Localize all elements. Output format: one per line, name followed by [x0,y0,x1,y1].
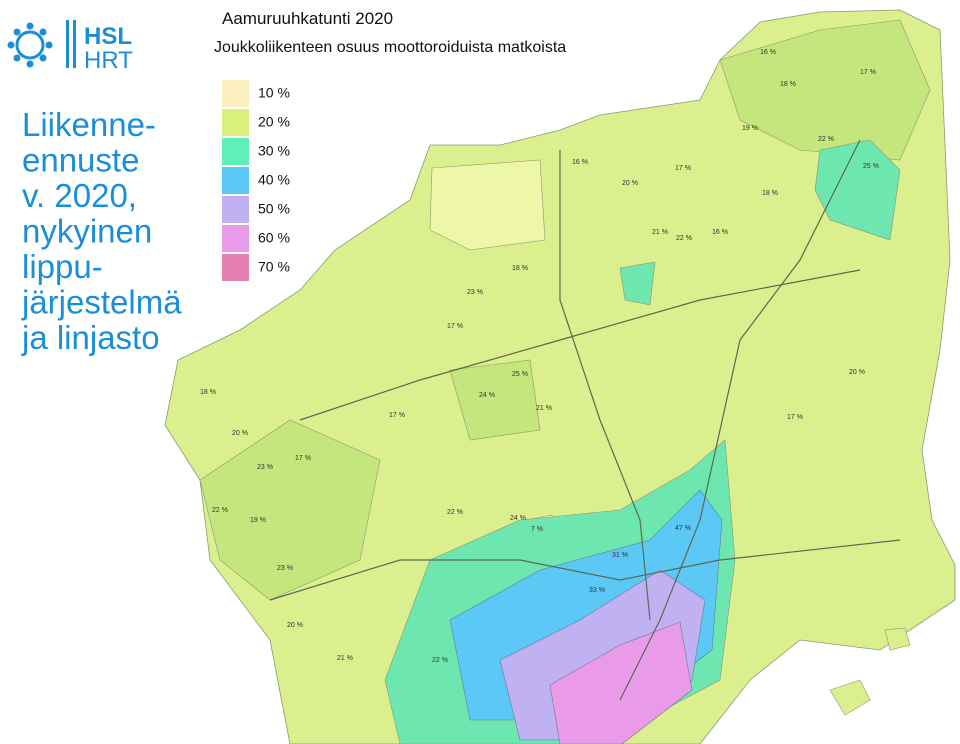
logo-text: HSL [84,23,132,50]
legend-label: 50 % [258,201,290,217]
zone-label: 21 % [536,405,552,412]
zone-label: 16 % [760,49,776,56]
zone-label: 20 % [287,622,303,629]
legend-swatch [222,80,249,107]
heading-line: v. 2020, [22,177,137,214]
logo-icon [15,30,45,60]
legend-swatch [222,167,249,194]
legend-label: 20 % [258,114,290,130]
legend-swatch [222,254,249,281]
map-subtitle: Joukkoliikenteen osuus moottoroiduista m… [214,39,566,56]
zone-label: 24 % [479,392,495,399]
zone [549,621,693,744]
legend-label: 10 % [258,85,290,101]
zone-label: 7 % [531,526,543,533]
legend-swatch [222,138,249,165]
map-title: Aamuruuhkatunti 2020 [222,9,393,28]
island [884,627,911,651]
legend-label: 40 % [258,172,290,188]
zone-label: 24 % [510,515,526,522]
logo-text: HRT [84,47,133,74]
zone-label: 22 % [212,507,228,514]
legend-swatch [222,109,249,136]
zone-label: 20 % [232,430,248,437]
zone [429,159,546,251]
zone [814,139,901,241]
zone-label: 22 % [447,509,463,516]
map-shapes [164,9,956,744]
zone [719,19,931,161]
zone-label: 21 % [337,655,353,662]
zone-label: 33 % [589,587,605,594]
road [619,139,861,701]
zone [619,261,656,306]
island [829,679,871,716]
zone-label: 23 % [257,464,273,471]
zone-label: 19 % [742,125,758,132]
legend-label: 70 % [258,259,290,275]
road [299,269,861,421]
zone-label: 47 % [675,525,691,532]
zone-label: 18 % [780,81,796,88]
zone-label: 31 % [612,552,628,559]
zone-label: 17 % [447,323,463,330]
zone-label: 16 % [712,229,728,236]
road [559,150,651,621]
zone-label: 17 % [860,69,876,76]
heading-line: ennuste [22,142,139,179]
legend-label: 30 % [258,143,290,159]
zone-label: 17 % [295,455,311,462]
heading-line: järjestelmä [21,284,182,321]
road [269,539,901,601]
heading-line: lippu- [22,248,103,285]
zone-label: 18 % [512,265,528,272]
zone-label: 23 % [277,565,293,572]
zone-label: 19 % [250,517,266,524]
zone-label: 22 % [818,136,834,143]
zone-label: 21 % [652,229,668,236]
zone-label: 16 % [572,159,588,166]
zone [449,359,541,441]
zone-label: 25 % [512,371,528,378]
zone-label: 22 % [432,657,448,664]
zone-label: 18 % [200,389,216,396]
logo: HSL HRT [7,20,133,74]
land [164,9,956,744]
heading-line: nykyinen [22,213,152,250]
legend-label: 60 % [258,230,290,246]
legend-swatch [222,225,249,252]
zone-label: 17 % [787,414,803,421]
zone-label: 17 % [675,165,691,172]
zone-label: 23 % [467,289,483,296]
zone-label: 20 % [622,180,638,187]
heading-line: ja linjasto [21,319,160,356]
zone [199,419,381,601]
zone-label: 20 % [849,369,865,376]
zone-label: 22 % [676,235,692,242]
zone-label: 25 % [863,163,879,170]
heading-line: Liikenne- [22,106,156,143]
legend-swatch [222,196,249,223]
zone-label: 17 % [389,412,405,419]
zone-label: 18 % [762,190,778,197]
